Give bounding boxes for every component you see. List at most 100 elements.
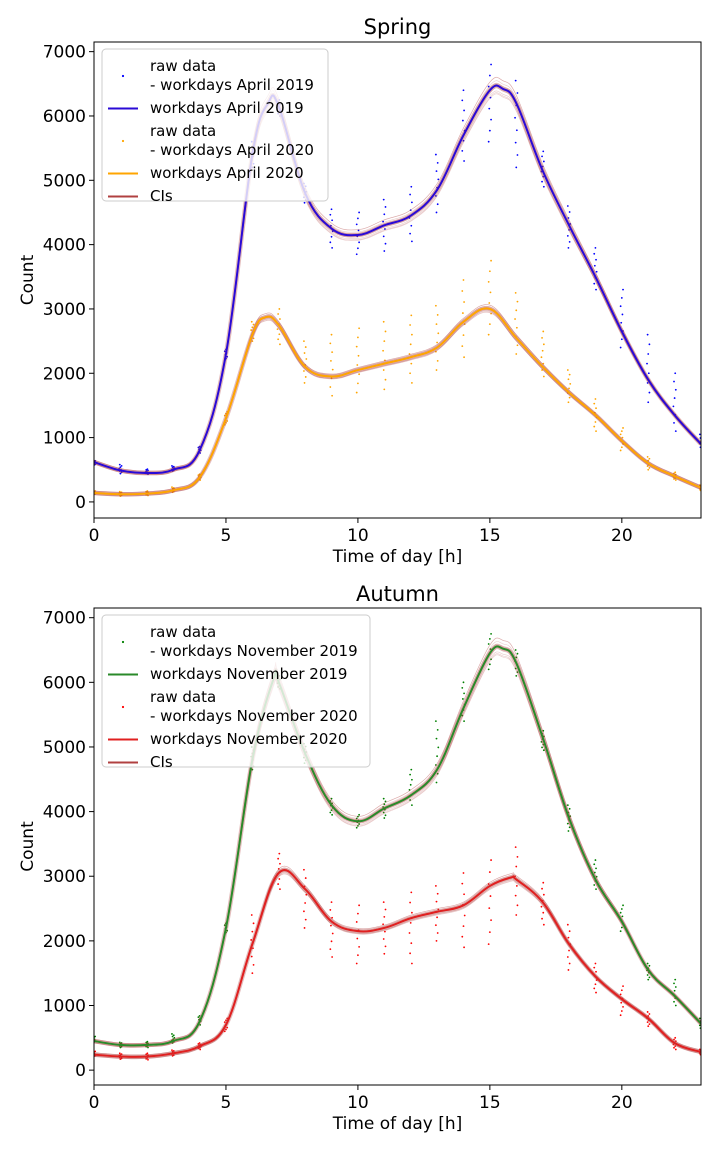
- raw-data-point: [673, 478, 675, 480]
- raw-data-point: [648, 964, 651, 967]
- raw-data-point: [567, 217, 570, 219]
- raw-data-point: [252, 947, 254, 950]
- y-tick-label: 6000: [43, 107, 86, 127]
- raw-data-point: [330, 797, 333, 800]
- raw-data-point: [622, 985, 624, 988]
- raw-data-point: [226, 1026, 229, 1029]
- series-line: [94, 869, 701, 1058]
- raw-data-point: [701, 1051, 703, 1053]
- raw-data-point: [94, 1050, 97, 1053]
- raw-data-point: [279, 343, 281, 346]
- raw-data-point: [514, 141, 517, 144]
- raw-data-point: [119, 472, 122, 475]
- raw-data-point: [462, 334, 465, 337]
- raw-data-point: [674, 986, 677, 988]
- raw-data-point: [516, 154, 519, 156]
- raw-data-point: [330, 940, 333, 943]
- raw-data-point: [569, 223, 572, 225]
- raw-data-point: [355, 345, 358, 348]
- raw-data-point: [279, 888, 281, 891]
- raw-data-point: [674, 471, 677, 474]
- raw-data-point: [620, 1001, 623, 1004]
- raw-data-point: [384, 908, 387, 911]
- raw-data-point: [409, 209, 412, 212]
- raw-data-point: [566, 956, 569, 958]
- raw-data-point: [514, 318, 516, 320]
- raw-data-point: [648, 976, 651, 979]
- raw-data-point: [646, 962, 649, 965]
- raw-data-point: [514, 894, 517, 897]
- raw-data-point: [436, 755, 438, 758]
- autumn-chart: 0 5 10 15 20 0 1000 2000 3000 4000 5000 6000 7000 Aut…: [18, 582, 703, 1134]
- raw-data-point: [568, 930, 571, 933]
- legend-label: raw data: [150, 57, 216, 75]
- raw-data-point: [488, 871, 491, 873]
- raw-data-point: [542, 881, 545, 884]
- raw-data-point: [382, 811, 385, 814]
- raw-data-point: [515, 129, 518, 132]
- x-tick-label: 10: [347, 1093, 369, 1113]
- raw-data-point: [673, 982, 675, 985]
- raw-data-point: [541, 917, 543, 920]
- raw-data-point: [461, 312, 464, 314]
- raw-data-point: [540, 356, 543, 359]
- y-tick-label: 5000: [43, 738, 86, 758]
- raw-data-point: [331, 394, 334, 397]
- raw-data-point: [383, 213, 386, 216]
- raw-data-point: [488, 302, 491, 304]
- raw-data-point: [489, 895, 492, 897]
- raw-data-point: [595, 970, 597, 973]
- raw-data-point: [384, 242, 387, 245]
- raw-data-point: [593, 282, 596, 285]
- raw-data-point: [490, 658, 492, 661]
- raw-data-point: [330, 208, 333, 211]
- ci-line: [94, 869, 701, 1057]
- x-tick-label: 15: [479, 1093, 501, 1113]
- raw-data-point: [329, 909, 332, 911]
- ci-line: [94, 870, 701, 1058]
- raw-data-point: [146, 490, 149, 492]
- raw-data-point: [330, 924, 332, 927]
- raw-data-point: [146, 468, 149, 471]
- raw-data-point: [701, 1022, 703, 1024]
- raw-data-point: [436, 359, 439, 362]
- y-tick-label: 2000: [43, 932, 86, 952]
- raw-data-point: [172, 1034, 175, 1037]
- raw-data-point: [434, 924, 437, 927]
- y-tick-label: 3000: [43, 300, 86, 320]
- raw-data-point: [411, 962, 413, 965]
- y-tick-label: 6000: [43, 673, 86, 693]
- raw-data-point: [621, 915, 624, 918]
- raw-data-point: [199, 479, 202, 481]
- raw-data-point: [409, 901, 411, 904]
- raw-data-point: [461, 290, 464, 292]
- raw-data-points: [94, 63, 701, 476]
- raw-data-point: [568, 211, 571, 213]
- raw-data-point: [646, 333, 649, 336]
- raw-data-point: [226, 355, 229, 358]
- raw-data-point: [382, 923, 384, 926]
- raw-data-point: [436, 892, 439, 895]
- ci-line: [94, 311, 701, 497]
- raw-data-point: [251, 768, 254, 771]
- raw-data-point: [357, 382, 359, 385]
- raw-data-point: [410, 362, 413, 365]
- raw-data-point: [434, 350, 437, 353]
- raw-data-point: [621, 436, 624, 439]
- raw-data-point: [118, 467, 121, 470]
- raw-data-point: [461, 935, 464, 938]
- raw-data-point: [225, 421, 227, 424]
- raw-data-point: [514, 116, 516, 119]
- raw-data-point: [515, 885, 518, 887]
- x-axis-label: Time of day [h]: [332, 1114, 463, 1134]
- raw-data-point: [437, 908, 440, 911]
- raw-data-point: [595, 979, 598, 982]
- raw-data-point: [410, 768, 413, 771]
- raw-data-point: [199, 1048, 202, 1051]
- raw-data-point: [408, 789, 411, 791]
- raw-data-point: [568, 396, 571, 399]
- raw-data-point: [646, 362, 648, 365]
- raw-data-point: [277, 867, 280, 870]
- ci-band: [94, 867, 701, 1060]
- raw-data-point: [197, 1016, 200, 1019]
